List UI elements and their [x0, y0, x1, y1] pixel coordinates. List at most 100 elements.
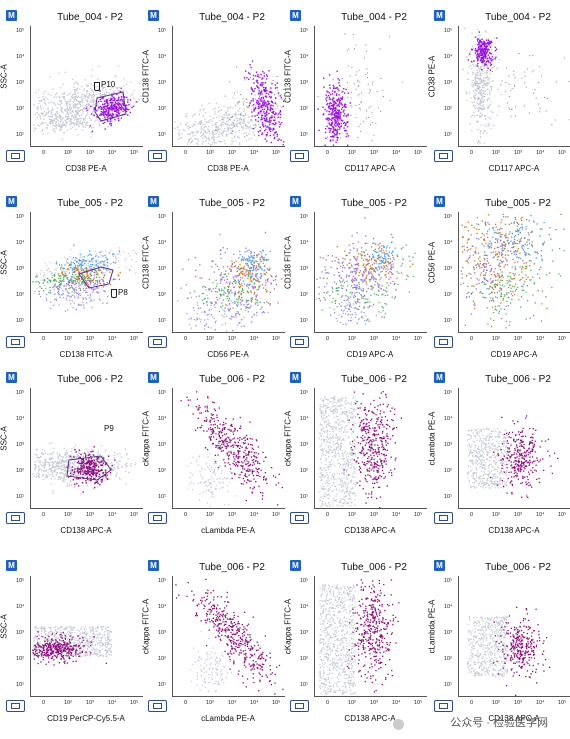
- scatter-plot-area[interactable]: [314, 26, 427, 147]
- m-badge-icon[interactable]: M: [290, 560, 301, 571]
- x-tick-label: 10²: [64, 150, 72, 156]
- y-tick-label: 10²: [158, 106, 166, 112]
- scatter-plot-area[interactable]: [314, 212, 427, 333]
- scatter-plot-area[interactable]: [172, 388, 285, 509]
- y-tick-label: 10²: [300, 106, 308, 112]
- axis-scale-icon[interactable]: [6, 150, 25, 162]
- axis-scale-icon[interactable]: [290, 512, 309, 524]
- y-tick-label: 10⁵: [16, 578, 25, 584]
- axis-scale-icon[interactable]: [434, 700, 453, 712]
- x-tick-label: 10²: [64, 336, 72, 342]
- x-tick-label: 10²: [348, 512, 356, 518]
- x-axis-label: CD138 APC-A: [344, 526, 396, 535]
- scatter-plot-area[interactable]: [30, 26, 143, 147]
- y-tick-label: 10³: [16, 442, 24, 448]
- y-axis-label: SSC-A: [0, 64, 9, 89]
- m-badge-icon[interactable]: M: [290, 196, 301, 207]
- scatter-plot-area[interactable]: [30, 388, 143, 509]
- scatter-plot-area[interactable]: [458, 26, 570, 147]
- scatter-plot-area[interactable]: [30, 576, 143, 697]
- y-tick-label: 10⁴: [300, 54, 309, 60]
- scatter-plot-area[interactable]: [172, 212, 285, 333]
- dot-plot-panel[interactable]: M Tube_005 - P2 CD138 FITC-A 10⁵ 10⁴ 10³ 10² 10…: [284, 196, 430, 366]
- axis-scale-icon[interactable]: [434, 336, 453, 348]
- x-tick-label: 0: [184, 336, 188, 342]
- dot-plot-panel[interactable]: M Tube_004 - P2 SSC-A 10⁵ 10⁴ 10³ 10² 10¹ 0 10² 10…: [0, 10, 146, 180]
- axis-scale-icon[interactable]: [434, 512, 453, 524]
- dot-plot-panel[interactable]: M Tube_006 - P2 cLambda PE-A 10⁵ 10⁴ 10³ 10² 10…: [428, 372, 570, 542]
- scatter-plot-area[interactable]: [314, 388, 427, 509]
- y-tick-label: 10¹: [16, 132, 24, 138]
- m-badge-icon[interactable]: M: [434, 372, 445, 383]
- y-tick-label: 10¹: [16, 494, 24, 500]
- y-axis-label: CD56 PE-A: [427, 241, 437, 284]
- scatter-plot-area[interactable]: [458, 576, 570, 697]
- dot-plot-panel[interactable]: M Tube_005 - P2 SSC-A 10⁵ 10⁴ 10³ 10² 10¹ 0 10² 10…: [0, 196, 146, 366]
- scatter-plot-area[interactable]: [172, 576, 285, 697]
- axis-scale-icon[interactable]: [148, 336, 167, 348]
- y-axis-label: CD138 FITC-A: [283, 50, 293, 103]
- y-tick-label: 10¹: [444, 494, 452, 500]
- x-tick-label: 10³: [228, 336, 236, 342]
- m-badge-icon[interactable]: M: [434, 10, 445, 21]
- m-badge-icon[interactable]: M: [148, 372, 159, 383]
- m-badge-icon[interactable]: M: [6, 560, 17, 571]
- x-tick-label: 10⁵: [272, 150, 281, 156]
- axis-scale-icon[interactable]: [290, 700, 309, 712]
- axis-scale-icon[interactable]: [6, 700, 25, 712]
- dot-plot-panel[interactable]: M Tube_006 - P2 cKappa FITC-A 10⁵ 10⁴ 10³ 10² 1…: [142, 560, 288, 730]
- axis-scale-icon[interactable]: [290, 336, 309, 348]
- m-badge-icon[interactable]: M: [148, 196, 159, 207]
- m-badge-icon[interactable]: M: [6, 196, 17, 207]
- axis-scale-icon[interactable]: [148, 512, 167, 524]
- axis-scale-icon[interactable]: [6, 336, 25, 348]
- m-badge-icon[interactable]: M: [6, 372, 17, 383]
- scatter-plot-area[interactable]: [458, 212, 570, 333]
- dot-plot-panel[interactable]: M Tube_004 - P2 CD138 FITC-A 10⁵ 10⁴ 10³ 10² 10…: [142, 10, 288, 180]
- population-dots: [243, 60, 285, 146]
- x-tick-label: 10⁴: [108, 150, 117, 156]
- dot-plot-panel[interactable]: M Tube_005 - P2 CD138 FITC-A 10⁵ 10⁴ 10³ 10² 10…: [142, 196, 288, 366]
- m-badge-icon[interactable]: M: [434, 196, 445, 207]
- m-badge-icon[interactable]: M: [434, 560, 445, 571]
- m-badge-icon[interactable]: M: [290, 372, 301, 383]
- m-badge-icon[interactable]: M: [290, 10, 301, 21]
- dot-plot-panel[interactable]: M Tube_006 - P2 cKappa FITC-A 10⁵ 10⁴ 10³ 10² 1…: [142, 372, 288, 542]
- scatter-plot-area[interactable]: [172, 26, 285, 147]
- dot-plot-panel[interactable]: M Tube_006 - P2 cKappa FITC-A 10⁵ 10⁴ 10³ 10² 1…: [284, 372, 430, 542]
- axis-scale-icon[interactable]: [148, 150, 167, 162]
- dot-plot-panel[interactable]: M Tube_005 - P2 CD56 PE-A 10⁵ 10⁴ 10³ 10² 10¹ 0 1…: [428, 196, 570, 366]
- dot-plot-panel[interactable]: M Tube_006 - P2 cKappa FITC-A 10⁵ 10⁴ 10³ 10² 1…: [284, 560, 430, 730]
- axis-scale-icon[interactable]: [434, 150, 453, 162]
- scatter-plot-area[interactable]: [458, 388, 570, 509]
- dot-plot-panel[interactable]: M Tube_004 - P2 CD138 FITC-A 10⁵ 10⁴ 10³ 10² 10…: [284, 10, 430, 180]
- dot-plot-panel[interactable]: M Tube_006 - P2 SSC-A 10⁵ 10⁴ 10³ 10² 10¹ 0 10² 10…: [0, 372, 146, 542]
- axis-scale-icon[interactable]: [6, 512, 25, 524]
- m-badge-icon[interactable]: M: [148, 560, 159, 571]
- dot-plot-panel[interactable]: M Tube_004 - P2 CD38 PE-A 10⁵ 10⁴ 10³ 10² 10¹ 0 1…: [428, 10, 570, 180]
- plot-title: Tube_006 - P2: [341, 562, 407, 573]
- x-tick-label: 10²: [492, 150, 500, 156]
- scatter-plot-area[interactable]: [314, 576, 427, 697]
- m-badge-icon[interactable]: M: [6, 10, 17, 21]
- scatter-svg: [460, 213, 565, 329]
- y-tick-label: 10¹: [158, 494, 166, 500]
- dot-plot-panel[interactable]: M SSC-A 10⁵ 10⁴ 10³ 10² 10¹ 0 10² 10³ 10⁴ 10⁵ CD19 P…: [0, 560, 146, 730]
- population-dots: [493, 606, 551, 696]
- scatter-plot-area[interactable]: [30, 212, 143, 333]
- population-dots: [346, 579, 400, 693]
- y-tick-label: 10⁴: [16, 240, 25, 246]
- m-badge-icon[interactable]: M: [148, 10, 159, 21]
- axis-scale-icon[interactable]: [148, 700, 167, 712]
- y-tick-label: 10³: [300, 630, 308, 636]
- axis-scale-icon[interactable]: [290, 150, 309, 162]
- scatter-svg: [175, 578, 284, 695]
- scatter-svg: [467, 606, 551, 696]
- plot-title: Tube_005 - P2: [341, 198, 407, 209]
- scatter-svg: [32, 244, 137, 312]
- scatter-svg: [32, 626, 113, 666]
- dot-plot-panel[interactable]: M Tube_006 - P2 cLambda PE-A 10⁵ 10⁴ 10³ 10² 10…: [428, 560, 570, 730]
- x-tick-label: 10⁵: [414, 336, 423, 342]
- y-tick-label: 10²: [444, 292, 452, 298]
- x-tick-label: 0: [184, 700, 188, 706]
